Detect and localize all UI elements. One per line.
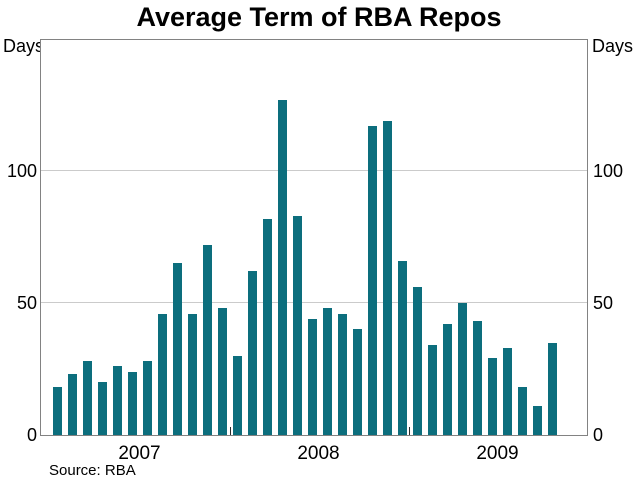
x-axis-year-tick bbox=[230, 427, 231, 435]
bar bbox=[307, 319, 317, 435]
bar bbox=[187, 314, 197, 435]
bar bbox=[367, 126, 377, 435]
bar bbox=[427, 345, 437, 435]
bar bbox=[352, 329, 362, 435]
y-tick-label-left-100: 100 bbox=[6, 161, 37, 181]
y-tick-label-right-100: 100 bbox=[593, 161, 624, 181]
chart-title: Average Term of RBA Repos bbox=[136, 2, 502, 32]
bar bbox=[487, 358, 497, 435]
bar bbox=[472, 321, 482, 435]
bar bbox=[397, 261, 407, 435]
bar bbox=[412, 287, 422, 435]
bar bbox=[97, 382, 107, 435]
bar bbox=[502, 348, 512, 435]
bar bbox=[202, 245, 212, 435]
left-axis-unit-label: Days bbox=[3, 36, 45, 56]
bar bbox=[217, 308, 227, 435]
right-axis-unit-label: Days bbox=[592, 36, 634, 56]
bar bbox=[127, 372, 137, 435]
bar bbox=[112, 366, 122, 435]
x-axis-year-label-2009: 2009 bbox=[476, 443, 519, 464]
bar bbox=[172, 263, 182, 435]
bar bbox=[517, 387, 527, 435]
y-tick-label-left-50: 50 bbox=[16, 293, 37, 313]
x-axis-year-label-2008: 2008 bbox=[297, 443, 340, 464]
bar bbox=[532, 406, 542, 435]
bar bbox=[82, 361, 92, 435]
x-axis-year-label-2007: 2007 bbox=[118, 443, 161, 464]
gridline-100 bbox=[41, 170, 587, 171]
bar bbox=[67, 374, 77, 435]
bar bbox=[337, 314, 347, 435]
bar bbox=[232, 356, 242, 435]
gridline-50 bbox=[41, 302, 587, 303]
y-tick-label-right-0: 0 bbox=[593, 425, 604, 445]
bar bbox=[322, 308, 332, 435]
bar bbox=[547, 343, 557, 435]
bar bbox=[157, 314, 167, 435]
bar bbox=[382, 121, 392, 435]
y-tick-label-left-0: 0 bbox=[26, 425, 37, 445]
bar bbox=[457, 303, 467, 435]
bar bbox=[262, 219, 272, 435]
bar bbox=[442, 324, 452, 435]
bar bbox=[52, 387, 62, 435]
source-note: Source: RBA bbox=[49, 462, 136, 479]
bar bbox=[292, 216, 302, 435]
plot-area bbox=[40, 39, 588, 436]
bar bbox=[142, 361, 152, 435]
y-tick-label-right-50: 50 bbox=[593, 293, 614, 313]
bar bbox=[277, 100, 287, 435]
x-axis-year-tick bbox=[409, 427, 410, 435]
bar bbox=[247, 271, 257, 435]
